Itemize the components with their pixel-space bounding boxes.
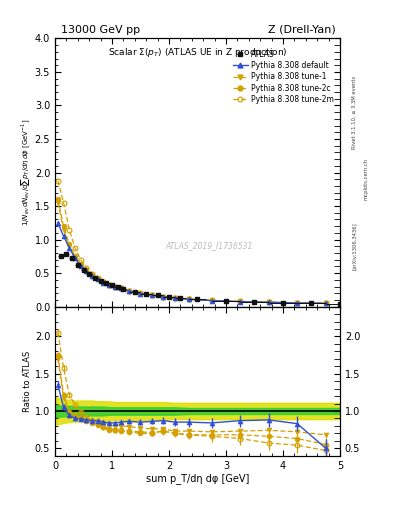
Text: [arXiv:1306.3436]: [arXiv:1306.3436]: [352, 222, 357, 270]
Text: ATLAS_2019_I1736531: ATLAS_2019_I1736531: [165, 241, 253, 250]
Text: 13000 GeV pp: 13000 GeV pp: [61, 25, 140, 35]
Text: mcplots.cern.ch: mcplots.cern.ch: [364, 158, 369, 200]
Text: Rivet 3.1.10, ≥ 3.3M events: Rivet 3.1.10, ≥ 3.3M events: [352, 76, 357, 150]
Y-axis label: $1/N_{ev}\,dN_{ev}/d\!\sum p_T/d\eta\,d\phi\;[\mathrm{GeV}^{-1}]$: $1/N_{ev}\,dN_{ev}/d\!\sum p_T/d\eta\,d\…: [19, 119, 32, 226]
Text: Z (Drell-Yan): Z (Drell-Yan): [268, 25, 336, 35]
Text: Scalar $\Sigma(p_T)$ (ATLAS UE in Z production): Scalar $\Sigma(p_T)$ (ATLAS UE in Z prod…: [108, 47, 287, 59]
X-axis label: sum p_T/dη dφ [GeV]: sum p_T/dη dφ [GeV]: [146, 473, 249, 484]
Y-axis label: Ratio to ATLAS: Ratio to ATLAS: [23, 351, 32, 412]
Legend: ATLAS, Pythia 8.308 default, Pythia 8.308 tune-1, Pythia 8.308 tune-2c, Pythia 8: ATLAS, Pythia 8.308 default, Pythia 8.30…: [230, 48, 336, 106]
